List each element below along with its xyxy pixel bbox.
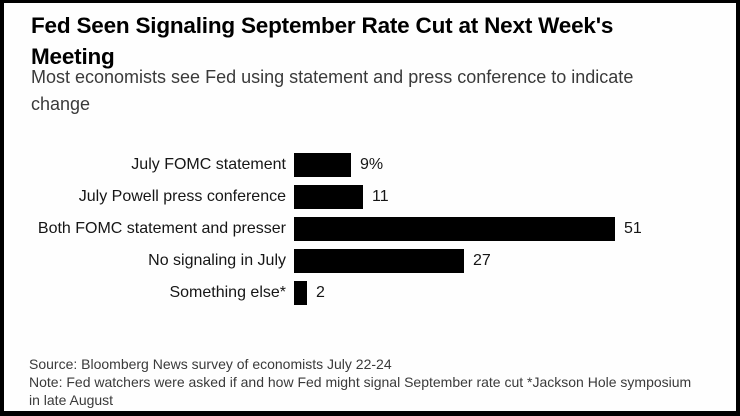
bar xyxy=(294,281,307,305)
bar xyxy=(294,249,464,273)
bar-row: July FOMC statement 9% xyxy=(4,153,740,177)
bar-row: July Powell press conference 11 xyxy=(4,185,740,209)
chart-title-line: Fed Seen Signaling September Rate Cut at… xyxy=(31,13,614,38)
value-label: 9% xyxy=(360,156,384,173)
value-label: 2 xyxy=(316,284,325,301)
bar-row: Both FOMC statement and presser 51 xyxy=(4,217,740,241)
note-line: in late August xyxy=(29,392,114,408)
value-label: 51 xyxy=(624,220,642,237)
source-line: Source: Bloomberg News survey of economi… xyxy=(29,356,392,372)
chart-title: Fed Seen Signaling September Rate Cut at… xyxy=(31,10,613,72)
value-label: 11 xyxy=(372,188,389,205)
category-label: Something else* xyxy=(169,284,286,301)
chart-subtitle: Most economists see Fed using statement … xyxy=(31,64,633,118)
value-label: 27 xyxy=(473,252,491,269)
chart-footnote: Source: Bloomberg News survey of economi… xyxy=(29,355,691,409)
bar xyxy=(294,185,363,209)
bar-chart: July FOMC statement 9% July Powell press c… xyxy=(4,153,740,313)
chart-title-line: Meeting xyxy=(31,44,115,69)
bar xyxy=(294,217,615,241)
bar-row: Something else* 2 xyxy=(4,281,740,305)
note-line: Note: Fed watchers were asked if and how… xyxy=(29,374,692,390)
category-label: No signaling in July xyxy=(148,252,286,269)
category-label: July FOMC statement xyxy=(131,156,286,173)
category-label: July Powell press conference xyxy=(78,188,286,205)
bar xyxy=(294,153,351,177)
bar-row: No signaling in July 27 xyxy=(4,249,740,273)
category-label: Both FOMC statement and presser xyxy=(37,220,286,237)
chart-subtitle-line: Most economists see Fed using statement … xyxy=(31,67,634,87)
chart-subtitle-line: change xyxy=(31,94,91,114)
